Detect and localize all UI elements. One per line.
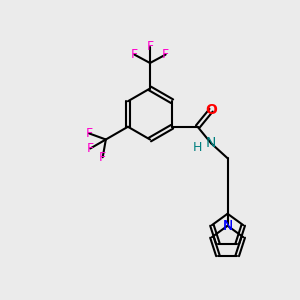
Text: F: F — [87, 142, 94, 155]
Text: H: H — [193, 141, 202, 154]
Text: F: F — [131, 48, 138, 61]
Text: O: O — [205, 103, 217, 117]
Text: N: N — [222, 219, 233, 233]
Text: N: N — [206, 136, 216, 150]
Text: N: N — [222, 219, 233, 233]
Text: F: F — [99, 151, 106, 164]
Text: F: F — [146, 40, 154, 53]
Text: F: F — [85, 127, 92, 140]
Text: F: F — [162, 48, 169, 61]
